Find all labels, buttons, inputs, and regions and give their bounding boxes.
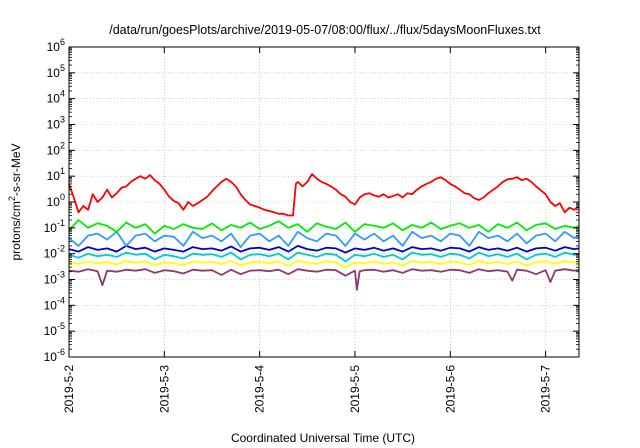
y-tick-label: 102: [47, 140, 65, 157]
y-tick-label: 101: [47, 166, 65, 183]
y-axis-label-rest: -s-sr-MeV: [9, 143, 23, 196]
chart-title: /data/run/goesPlots/archive/2019-05-07/0…: [109, 23, 541, 37]
x-tick-label: 2019-5-6: [443, 365, 457, 413]
y-tick-label: 10-4: [44, 295, 65, 312]
series-line-1: [68, 219, 580, 235]
y-tick-label: 103: [47, 115, 65, 132]
y-axis-label: protons/cm2-s-sr-MeV: [7, 143, 23, 260]
y-tick-label: 106: [47, 37, 65, 54]
y-tick-label: 105: [47, 63, 65, 80]
series-line-5: [68, 259, 580, 269]
data-series: [68, 173, 580, 291]
y-tick-label: 104: [47, 89, 65, 106]
y-tick-label: 10-1: [44, 218, 65, 235]
y-tick-label: 10-6: [44, 347, 65, 364]
x-axis-label: Coordinated Universal Time (UTC): [231, 431, 415, 445]
x-tick-label: 2019-5-7: [539, 365, 553, 413]
series-line-0: [68, 173, 580, 217]
y-tick-label: 10-2: [44, 244, 65, 261]
series-line-4: [68, 251, 580, 263]
y-tick-label: 100: [47, 192, 65, 209]
series-line-2: [68, 230, 580, 249]
y-tick-label: 10-3: [44, 270, 65, 287]
x-tick-label: 2019-5-4: [253, 365, 267, 413]
y-tick-label: 10-5: [44, 321, 65, 338]
y-axis-ticks: 10-6 10-5 10-4 10-3 10-2 10-1 100 101 102 103 104 1…: [44, 37, 579, 364]
series-line-3: [68, 244, 580, 254]
series-line-6: [68, 268, 580, 291]
x-tick-label: 2019-5-2: [62, 365, 76, 413]
y-axis-label-superscript: 2: [7, 196, 17, 201]
x-axis-ticks: 2019-5-2 2019-5-3 2019-5-4 2019-5-5 2019-5-6…: [62, 47, 553, 413]
x-tick-label: 2019-5-5: [348, 365, 362, 413]
x-tick-label: 2019-5-3: [157, 365, 171, 413]
y-axis-label-base: protons/cm: [9, 201, 23, 260]
